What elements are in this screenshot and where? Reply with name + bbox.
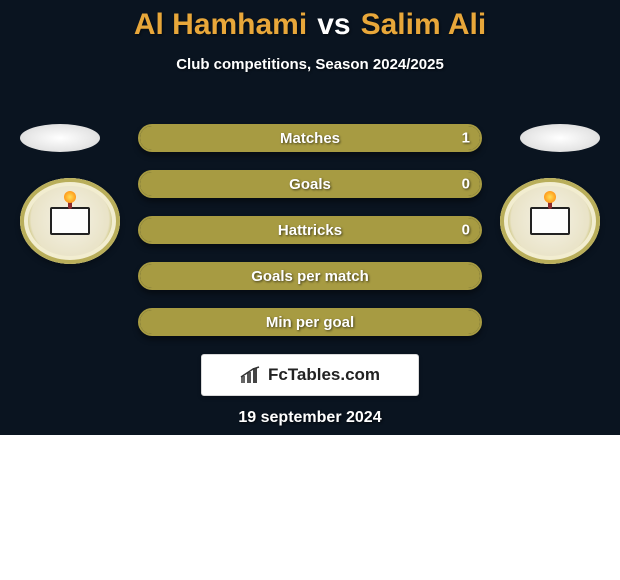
stat-label: Hattricks [278, 222, 342, 239]
brand-text: FcTables.com [268, 365, 380, 385]
stat-label: Min per goal [266, 314, 354, 331]
stat-row: Hattricks00 [138, 216, 482, 244]
versus-title: Al Hamhami vs Salim Ali [0, 8, 620, 42]
stat-row: Goals00 [138, 170, 482, 198]
stat-value-p2: 0 [462, 222, 470, 239]
player1-name: Al Hamhami [134, 8, 307, 42]
subtitle: Club competitions, Season 2024/2025 [0, 56, 620, 73]
header: Al Hamhami vs Salim Ali Club competition… [0, 0, 620, 73]
stat-value-p2: 0 [462, 176, 470, 193]
stat-row: Goals per match [138, 262, 482, 290]
player1-club-badge [20, 178, 120, 264]
stat-value-p2: 1 [462, 130, 470, 147]
player1-avatar [20, 124, 100, 152]
stat-row: Matches11 [138, 124, 482, 152]
player2-avatar [520, 124, 600, 152]
stats-list: Matches11Goals00Hattricks00Goals per mat… [138, 124, 482, 336]
generated-date: 19 september 2024 [0, 409, 620, 427]
vs-text: vs [317, 8, 350, 42]
stat-label: Goals per match [251, 268, 369, 285]
brand-box[interactable]: FcTables.com [201, 354, 419, 396]
player2-club-badge [500, 178, 600, 264]
club-crest-icon [50, 207, 90, 235]
club-crest-icon [530, 207, 570, 235]
stat-row: Min per goal [138, 308, 482, 336]
player2-name: Salim Ali [361, 8, 487, 42]
bar-chart-icon [240, 366, 262, 384]
stat-label: Goals [289, 176, 331, 193]
stat-label: Matches [280, 130, 340, 147]
